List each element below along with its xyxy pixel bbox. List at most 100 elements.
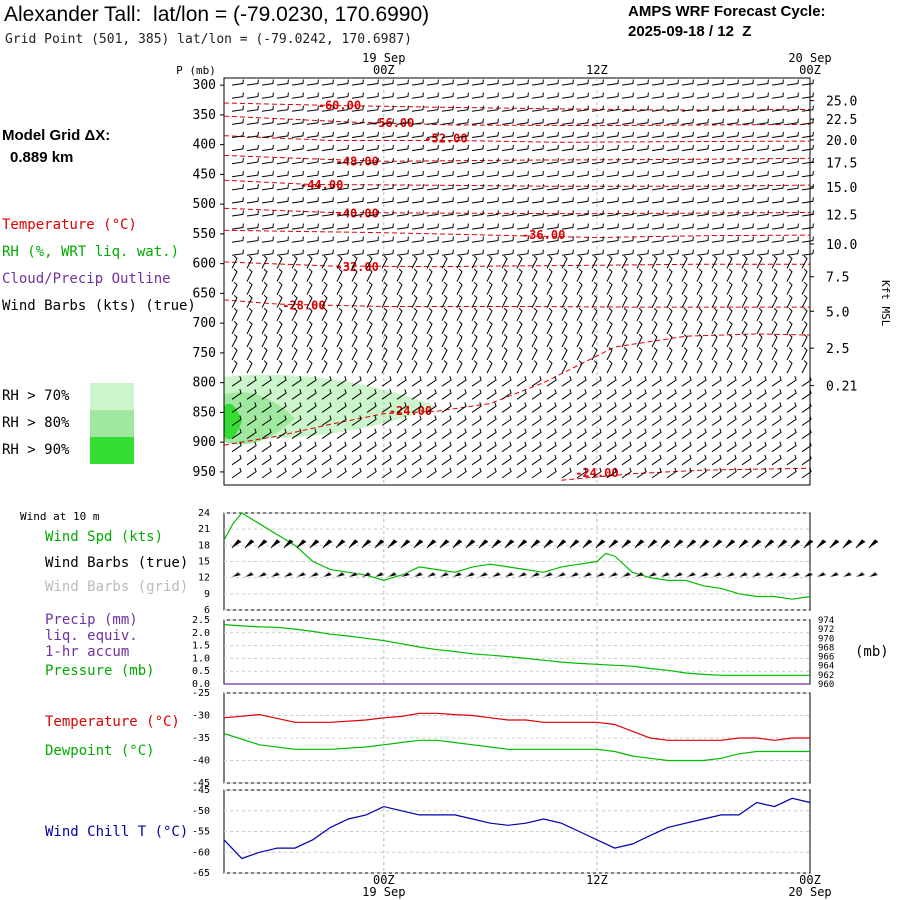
wind-barb [741, 441, 752, 453]
wind-barb [306, 184, 319, 191]
wind-barb [621, 347, 628, 361]
legend-pressure: Pressure (mb) [45, 663, 155, 679]
wind-barb [621, 467, 632, 479]
wind-barb [351, 441, 362, 453]
wind-barb [651, 268, 658, 282]
precip-tick-label: 1.0 [192, 653, 210, 664]
wind-barb [576, 171, 589, 178]
wind-barb [726, 389, 737, 400]
wind-barb [261, 210, 274, 217]
wind-barb [591, 171, 604, 178]
wind-barb [591, 210, 604, 217]
wind-barb [606, 268, 613, 282]
surface-wind-barb [647, 539, 658, 549]
wind-barb [576, 236, 589, 243]
wind-barb [426, 197, 439, 204]
wind-barb [276, 236, 289, 243]
wind-barb [486, 402, 497, 413]
wind-barb [306, 92, 319, 99]
wind-barb [441, 428, 452, 440]
wind-barb [276, 118, 289, 125]
wind-barb [246, 402, 257, 413]
wind-barb [786, 428, 797, 440]
wind-barb [621, 389, 632, 400]
wind-barb [306, 360, 313, 374]
wind-barb [306, 294, 313, 308]
wind-barb [756, 467, 767, 479]
wind-barb [801, 402, 812, 413]
wind-barb [396, 197, 409, 204]
wind-barb [531, 171, 544, 178]
wind-barb [276, 294, 283, 308]
wind-barb [741, 131, 754, 138]
wind-barb [516, 441, 527, 453]
wind-barb [426, 249, 439, 256]
wind-barb [276, 131, 289, 138]
surface-wind-barb-grid [673, 571, 684, 578]
temperature-contour-label: -60.00 [318, 98, 361, 112]
wind-barb [666, 281, 673, 295]
wind-barb [486, 454, 497, 466]
wind-barb [486, 360, 493, 374]
wind-barb [771, 236, 784, 243]
wind-barb [636, 307, 643, 322]
wind-barb [351, 415, 362, 426]
wind-barb [246, 467, 257, 479]
wind-barb [651, 171, 664, 178]
wind-barb [516, 171, 529, 178]
wind-barb [426, 428, 437, 440]
wind-barb [321, 454, 332, 466]
wind-barb [396, 307, 403, 322]
wind-barb [426, 441, 437, 453]
wind-barb [411, 294, 418, 308]
wind-barb [531, 467, 542, 479]
wind-barb [276, 454, 287, 466]
wind-barb [366, 210, 379, 217]
wind-barb [321, 131, 334, 138]
wind-barb [621, 454, 632, 466]
wind-barb [531, 255, 538, 269]
surface-wind-barb-grid [686, 571, 697, 578]
wind-barb [321, 347, 328, 361]
surface-wind-barb [595, 539, 606, 549]
wind-barb [711, 184, 724, 191]
wind-barb [621, 131, 634, 138]
wind-barb [636, 184, 649, 191]
wind-barb [306, 389, 317, 400]
legend-precip: Precip (mm) [45, 612, 138, 628]
wind-barb [771, 268, 778, 282]
wind-barb [786, 294, 793, 308]
wind-barb [501, 210, 514, 217]
wind-barb [471, 360, 478, 374]
wind-barb [246, 197, 259, 204]
wind-barb [306, 307, 313, 322]
wind-barb [516, 360, 523, 374]
wind-barb [636, 402, 647, 413]
wind-barb [621, 118, 634, 125]
wind-barb [666, 157, 679, 165]
wind-barb [771, 79, 784, 86]
height-tick-label: 5.0 [826, 305, 849, 320]
wind-barb [291, 184, 304, 191]
rh80-swatch [90, 410, 134, 437]
wind-barb [471, 236, 484, 243]
wind-barb [546, 428, 557, 440]
surface-wind-barb [322, 539, 333, 549]
wind-barb [486, 223, 499, 230]
wind-barb [246, 321, 253, 335]
wind-barb [711, 281, 718, 295]
wind-barb [471, 184, 484, 191]
wind-barb [351, 255, 358, 269]
wind-barb [366, 92, 379, 99]
wind-barb [441, 402, 452, 413]
wind-barb [246, 415, 257, 426]
grid-point-label: Grid Point (501, 385) lat/lon = (-79.024… [5, 32, 412, 47]
wind-barb [456, 428, 467, 440]
temperature-contour-label: -24.00 [575, 466, 618, 480]
wind-barb [636, 415, 647, 426]
wind-barb [531, 157, 544, 165]
wind-barb [486, 307, 493, 322]
wind-barb [351, 347, 358, 361]
wind-barb [381, 92, 394, 99]
surface-wind-barb [621, 539, 632, 549]
